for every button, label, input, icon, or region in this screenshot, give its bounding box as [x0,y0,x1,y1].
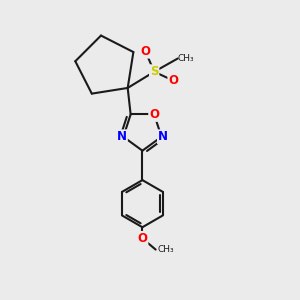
Text: N: N [117,130,127,143]
Text: S: S [150,65,158,78]
Text: O: O [149,108,159,121]
Text: N: N [158,130,168,143]
Text: O: O [137,232,147,245]
Text: CH₃: CH₃ [178,54,194,63]
Text: O: O [168,74,178,87]
Text: O: O [140,45,150,58]
Text: CH₃: CH₃ [157,245,174,254]
